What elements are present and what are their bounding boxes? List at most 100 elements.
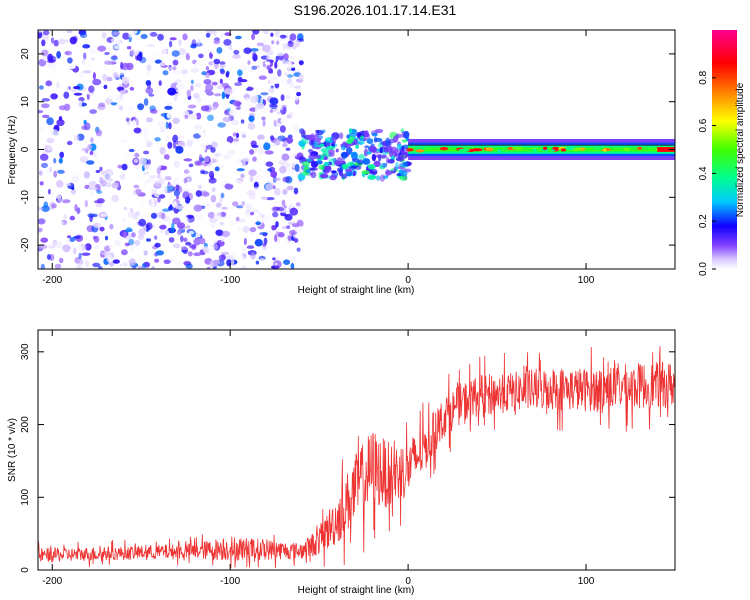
spectrogram-cell	[268, 69, 273, 74]
spectrogram-cell	[41, 162, 48, 169]
spectrogram-cell	[283, 259, 291, 266]
spectrogram-cell	[204, 166, 212, 171]
spectrogram-cell	[255, 260, 260, 265]
spectrogram-cell	[385, 157, 390, 164]
spectrogram-cell	[89, 109, 97, 114]
spectrogram-cell	[222, 116, 232, 122]
spectrogram-cell	[269, 44, 274, 53]
spectrogram-cell	[162, 70, 169, 76]
spectrogram-cell	[235, 132, 240, 138]
spectrogram-cell	[41, 98, 51, 102]
spectrogram-cell	[258, 139, 265, 145]
spectrogram-cell	[154, 235, 158, 240]
spectrogram-cell	[228, 65, 232, 72]
spectrogram-cell	[217, 155, 224, 163]
spectrogram-cell	[289, 207, 299, 216]
spectrogram-cell	[264, 61, 271, 65]
spectrogram-cell	[143, 164, 150, 170]
spectrogram-cell	[228, 223, 234, 230]
spectrogram-cell	[272, 257, 276, 261]
spectrogram-cell	[93, 150, 97, 159]
spectrogram-cell	[395, 153, 399, 158]
spectrogram-cell	[294, 171, 300, 176]
spectrogram-cell	[239, 103, 246, 110]
spectrogram-cell	[308, 154, 317, 160]
spectrogram-cell	[249, 149, 255, 155]
spectrogram-cell	[135, 188, 142, 195]
spectrogram-cell	[62, 244, 71, 253]
y-tick-label: 100	[20, 488, 31, 505]
spectrogram-cell	[261, 44, 271, 52]
spectrogram-cell	[277, 69, 282, 77]
spectrogram-cell	[341, 164, 348, 169]
spectrogram-cell	[89, 214, 93, 223]
spectrogram-cell	[282, 176, 291, 183]
spectrogram-cell	[105, 182, 112, 188]
spectrogram-cell	[219, 78, 223, 85]
spectrogram-cell	[323, 161, 330, 167]
spectrogram-cell	[341, 144, 346, 151]
spectrogram-cell	[171, 50, 180, 57]
spectrogram-cell	[277, 52, 284, 57]
spectrogram-cell	[99, 166, 103, 172]
spectrogram-cell	[224, 183, 234, 190]
spectrogram-cell	[211, 158, 217, 164]
carrier-peak	[406, 148, 414, 152]
spectrogram-cell	[69, 237, 76, 242]
spectrogram-cell	[366, 151, 372, 155]
spectrogram-cell	[183, 177, 188, 184]
carrier-peak	[415, 149, 424, 153]
spectrogram-cell	[293, 187, 299, 195]
spectrogram-cell	[281, 199, 286, 207]
spectrogram-cell	[70, 188, 76, 195]
spectrogram-cell	[240, 119, 245, 124]
spectrogram-cell	[94, 140, 100, 144]
spectrogram-cell	[221, 91, 226, 100]
spectrogram-cell	[237, 226, 242, 232]
spectrogram-cell	[292, 124, 299, 133]
spectrogram-cell	[149, 109, 158, 114]
spectrogram-cell	[135, 175, 143, 180]
spectrogram-cell	[100, 251, 107, 255]
spectrogram-cell	[195, 213, 203, 221]
spectrogram-cell	[38, 30, 43, 39]
spectrogram-cell	[245, 203, 253, 211]
spectrogram-cell	[194, 62, 199, 68]
spectrogram-cell	[163, 154, 170, 160]
spectrogram-cell	[149, 175, 156, 179]
spectrogram-cell	[397, 154, 405, 162]
spectrogram-cell	[213, 58, 221, 65]
x-tick-label: -200	[42, 275, 62, 286]
spectrogram-cell	[230, 258, 235, 266]
spectrogram-cell	[58, 116, 63, 121]
spectrogram-cell	[237, 69, 243, 77]
spectrogram-cell	[188, 163, 194, 168]
spectrogram-cell	[133, 184, 140, 189]
spectrogram-cell	[318, 164, 326, 170]
spectrogram-cell	[275, 256, 279, 262]
snr-plot	[38, 346, 675, 569]
spectrogram-cell	[277, 111, 281, 115]
spectrogram-cell	[56, 81, 60, 89]
spectrogram-cell	[137, 103, 145, 111]
spectrogram-cell	[198, 131, 205, 136]
spectrogram-cell	[262, 243, 267, 247]
spectrogram-cell	[242, 205, 247, 214]
spectrogram-cell	[95, 203, 103, 208]
spectrogram-cell	[150, 212, 158, 219]
spectrogram-cell	[200, 105, 210, 112]
spectrogram-cell	[62, 158, 67, 163]
spectrogram-cell	[366, 138, 374, 145]
spectrogram-cell	[184, 182, 189, 186]
spectrogram-cell	[143, 171, 150, 175]
spectrogram-cell	[162, 81, 168, 87]
spectrogram-cell	[154, 52, 160, 57]
y-tick-label: 200	[20, 416, 31, 433]
spectrogram-cell	[84, 199, 89, 208]
spectrogram-cell	[63, 91, 70, 99]
spectrogram-cell	[130, 244, 135, 250]
spectrogram-cell	[210, 245, 215, 251]
spectrogram-cell	[168, 67, 174, 71]
spectrogram-cell	[379, 162, 388, 168]
spectrogram-cell	[100, 179, 107, 187]
